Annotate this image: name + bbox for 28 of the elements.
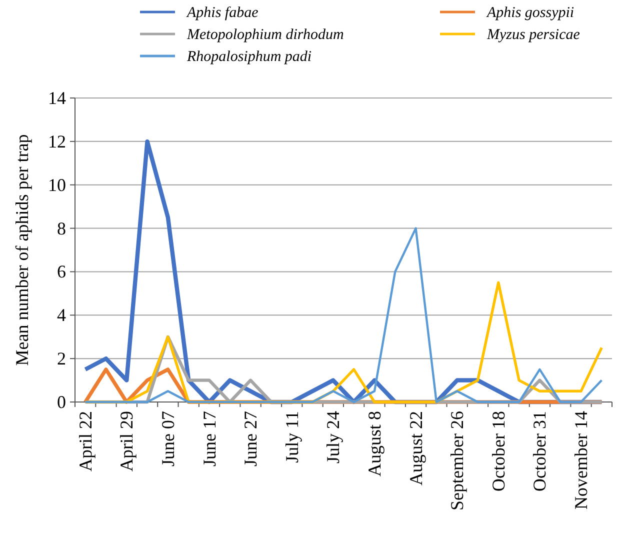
y-tick-label: 6	[57, 262, 66, 282]
legend-label: Aphis fabae	[186, 5, 259, 21]
y-tick-label: 0	[57, 392, 66, 412]
x-tick-label: September 26	[447, 411, 468, 510]
y-tick-label: 14	[48, 88, 66, 108]
y-tick-label: 10	[48, 174, 66, 195]
y-tick-label: 4	[57, 305, 66, 326]
x-tick-label: June 17	[199, 411, 220, 466]
x-tick-label: July 11	[282, 411, 302, 463]
line-series	[84, 227, 603, 404]
legend-label: Aphis gossypii	[486, 5, 574, 21]
legend-label: Myzus persicae	[486, 27, 580, 43]
y-tick-label: 12	[48, 131, 66, 152]
x-tick-label: April 29	[116, 411, 137, 472]
x-tick-label: August 22	[406, 411, 426, 486]
y-axis-title: Mean number of aphids per trap	[12, 134, 32, 366]
legend-label: Metopolophium dirhodum	[186, 27, 344, 43]
x-tick-label: June 07	[158, 411, 178, 466]
x-tick-label: April 22	[75, 411, 96, 472]
y-tick-label: 2	[57, 348, 66, 369]
x-tick-label: August 8	[364, 411, 384, 477]
x-tick-label: November 14	[571, 411, 592, 510]
y-tick-label: 8	[57, 218, 66, 238]
legend-label: Rhopalosiphum padi	[186, 49, 312, 65]
x-tick-label: October 31	[530, 411, 550, 492]
x-tick-label: October 18	[488, 411, 508, 492]
x-tick-label: July 24	[323, 411, 344, 464]
x-tick-label: June 27	[240, 411, 261, 466]
